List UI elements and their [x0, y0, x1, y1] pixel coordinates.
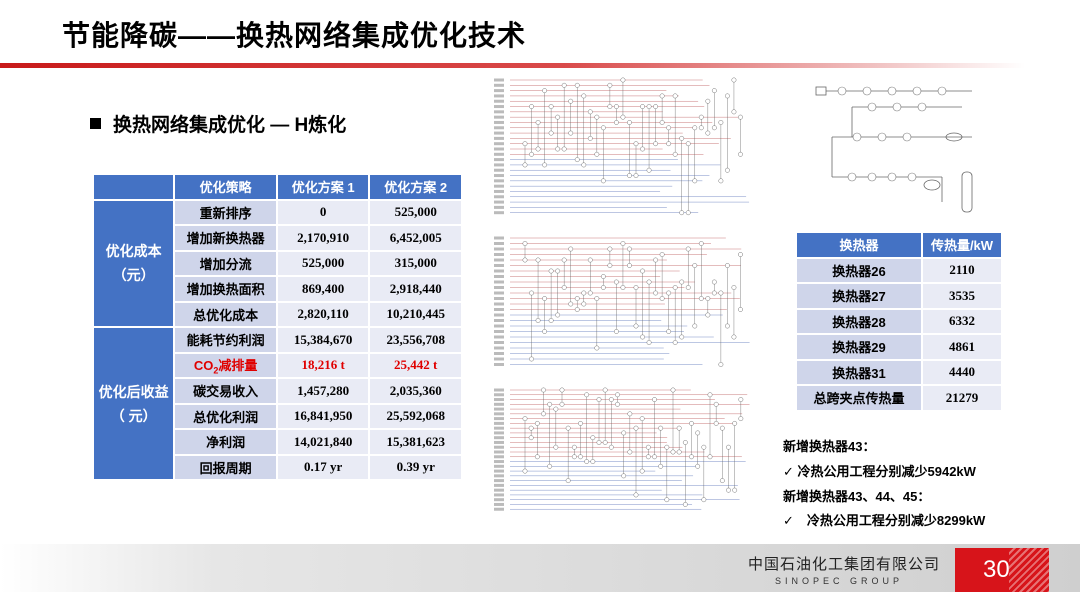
row-value-plan2: 10,210,445 — [368, 300, 463, 328]
exchanger-name: 换热器27 — [795, 282, 923, 310]
group-cost-label: 优化成本 （元） — [91, 198, 176, 328]
table-row: 优化成本 （元） 重新排序 0 525,000 — [91, 198, 463, 328]
title-underline — [0, 63, 1025, 68]
table-row: 换热器26 2110 — [795, 256, 1003, 284]
page-number: 30 — [983, 556, 1010, 583]
co2-suffix: 减排量 — [218, 357, 258, 373]
table-header-row: 优化策略 优化方案 1 优化方案 2 — [91, 173, 463, 201]
header-exchanger: 换热器 — [795, 231, 923, 259]
company-name: 中国石油化工集团有限公司 — [748, 556, 941, 573]
row-value-plan1: 16,841,950 — [275, 402, 371, 430]
row-value-plan1: 0.17 yr — [275, 453, 371, 481]
row-label: 回报周期 — [173, 453, 278, 481]
table-row: 增加换热面积 869,400 2,918,440 — [93, 275, 463, 303]
table-row: 总优化成本 2,820,110 10,210,445 — [93, 300, 463, 328]
table-row: 净利润 14,021,840 15,381,623 — [93, 428, 463, 456]
exchanger-value: 4440 — [921, 358, 1003, 386]
company-name-en: SINOPEC GROUP — [775, 576, 904, 586]
bullet-square-icon — [90, 118, 101, 129]
group-cost-line1: 优化成本 — [105, 243, 162, 260]
row-label: 增加分流 — [173, 249, 278, 277]
footer-band — [0, 544, 1080, 592]
header-strategy: 优化策略 — [173, 173, 278, 201]
exchanger-header-row: 换热器 传热量/kW — [795, 231, 1003, 259]
row-label: 总优化成本 — [173, 300, 278, 328]
row-value-plan1: 0 — [275, 198, 371, 226]
group-benefit-line1: 优化后收益 — [98, 383, 169, 400]
row-value-plan1: 525,000 — [275, 249, 371, 277]
note-line-1: 新增换热器43： — [783, 439, 876, 454]
table-row: 总跨夹点传热量 21279 — [795, 384, 1003, 412]
co2-prefix: CO — [193, 357, 214, 373]
page-number-box — [955, 548, 1049, 592]
row-label: 重新排序 — [173, 198, 278, 226]
slide-title: 节能降碳——换热网络集成优化技术 — [62, 20, 527, 51]
section-subtitle: 换热网络集成优化 — H炼化 — [90, 110, 346, 137]
row-value-plan2: 25,592,068 — [368, 402, 463, 430]
group-cost-line2: （元） — [112, 267, 155, 284]
row-value-plan2: 15,381,623 — [368, 428, 463, 456]
row-value-plan2: 0.39 yr — [368, 453, 463, 481]
table-row: 换热器29 4861 — [795, 333, 1003, 361]
table-row: 增加分流 525,000 315,000 — [93, 249, 463, 277]
row-value-plan2: 525,000 — [368, 198, 463, 226]
group-benefit-line2: （ 元） — [110, 407, 157, 424]
row-value-plan2: 2,918,440 — [368, 275, 463, 303]
exchanger-name: 换热器26 — [795, 256, 923, 284]
row-value-plan2: 315,000 — [368, 249, 463, 277]
row-value-plan1: 2,170,910 — [275, 224, 371, 252]
exchanger-value: 21279 — [921, 384, 1003, 412]
note-line-3: 新增换热器43、44、45： — [783, 489, 931, 504]
row-value-plan2: 2,035,360 — [368, 377, 463, 405]
row-value-plan2: 23,556,708 — [368, 326, 463, 354]
row-value-plan1: 15,384,670 — [275, 326, 371, 354]
exchanger-name: 换热器31 — [795, 358, 923, 386]
subtitle-text: 换热网络集成优化 — H炼化 — [113, 115, 347, 136]
header-plan-1: 优化方案 1 — [275, 173, 371, 201]
row-value-plan1: 869,400 — [275, 275, 371, 303]
row-label-co2: CO2减排量 — [173, 351, 278, 379]
row-value-plan2: 6,452,005 — [368, 224, 463, 252]
row-label: 碳交易收入 — [173, 377, 278, 405]
exchanger-name: 总跨夹点传热量 — [795, 384, 923, 412]
network-grid-diagram-2 — [492, 230, 760, 376]
row-label: 增加新换热器 — [173, 224, 278, 252]
exchanger-value: 3535 — [921, 282, 1003, 310]
network-grid-diagram-1 — [492, 72, 760, 224]
row-label: 能耗节约利润 — [173, 326, 278, 354]
table-row: 总优化利润 16,841,950 25,592,068 — [93, 402, 463, 430]
note-line-2: ✓ 冷热公用工程分别减少5942kW — [783, 464, 976, 479]
row-value-plan1: 1,457,280 — [275, 377, 371, 405]
header-corner — [91, 173, 176, 201]
row-value-plan2: 25,442 t — [368, 351, 463, 379]
co2-subscript: 2 — [213, 365, 219, 376]
row-value-plan1: 2,820,110 — [275, 300, 371, 328]
row-label: 增加换热面积 — [173, 275, 278, 303]
table-row: 增加新换热器 2,170,910 6,452,005 — [93, 224, 463, 252]
group-benefit-label: 优化后收益 （ 元） — [91, 326, 176, 481]
table-row-co2: CO2减排量 18,216 t 25,442 t — [93, 351, 463, 379]
network-grid-diagram-3 — [492, 382, 760, 520]
row-label: 净利润 — [173, 428, 278, 456]
row-value-plan1: 18,216 t — [275, 351, 371, 379]
exchanger-value: 4861 — [921, 333, 1003, 361]
table-row: 换热器31 4440 — [795, 358, 1003, 386]
table-row: 换热器28 6332 — [795, 307, 1003, 335]
exchanger-value: 6332 — [921, 307, 1003, 335]
table-row: 换热器27 3535 — [795, 282, 1003, 310]
header-heat-duty: 传热量/kW — [921, 231, 1003, 259]
header-plan-2: 优化方案 2 — [368, 173, 463, 201]
process-flow-diagram — [815, 86, 973, 213]
table-row: 回报周期 0.17 yr 0.39 yr — [93, 453, 463, 481]
exchanger-name: 换热器29 — [795, 333, 923, 361]
exchanger-table: 换热器 传热量/kW 换热器26 2110 换热器27 3535 换热器28 6… — [795, 231, 1003, 412]
row-label: 总优化利润 — [173, 402, 278, 430]
row-value-plan1: 14,021,840 — [275, 428, 371, 456]
exchanger-value: 2110 — [921, 256, 1003, 284]
table-row: 优化后收益 （ 元） 能耗节约利润 15,384,670 23,556,708 — [91, 326, 463, 481]
note-line-4: ✓ 冷热公用工程分别减少8299kW — [783, 513, 986, 528]
exchanger-name: 换热器28 — [795, 307, 923, 335]
optimization-table: 优化策略 优化方案 1 优化方案 2 优化成本 （元） 重新排序 0 525,0… — [91, 173, 463, 481]
